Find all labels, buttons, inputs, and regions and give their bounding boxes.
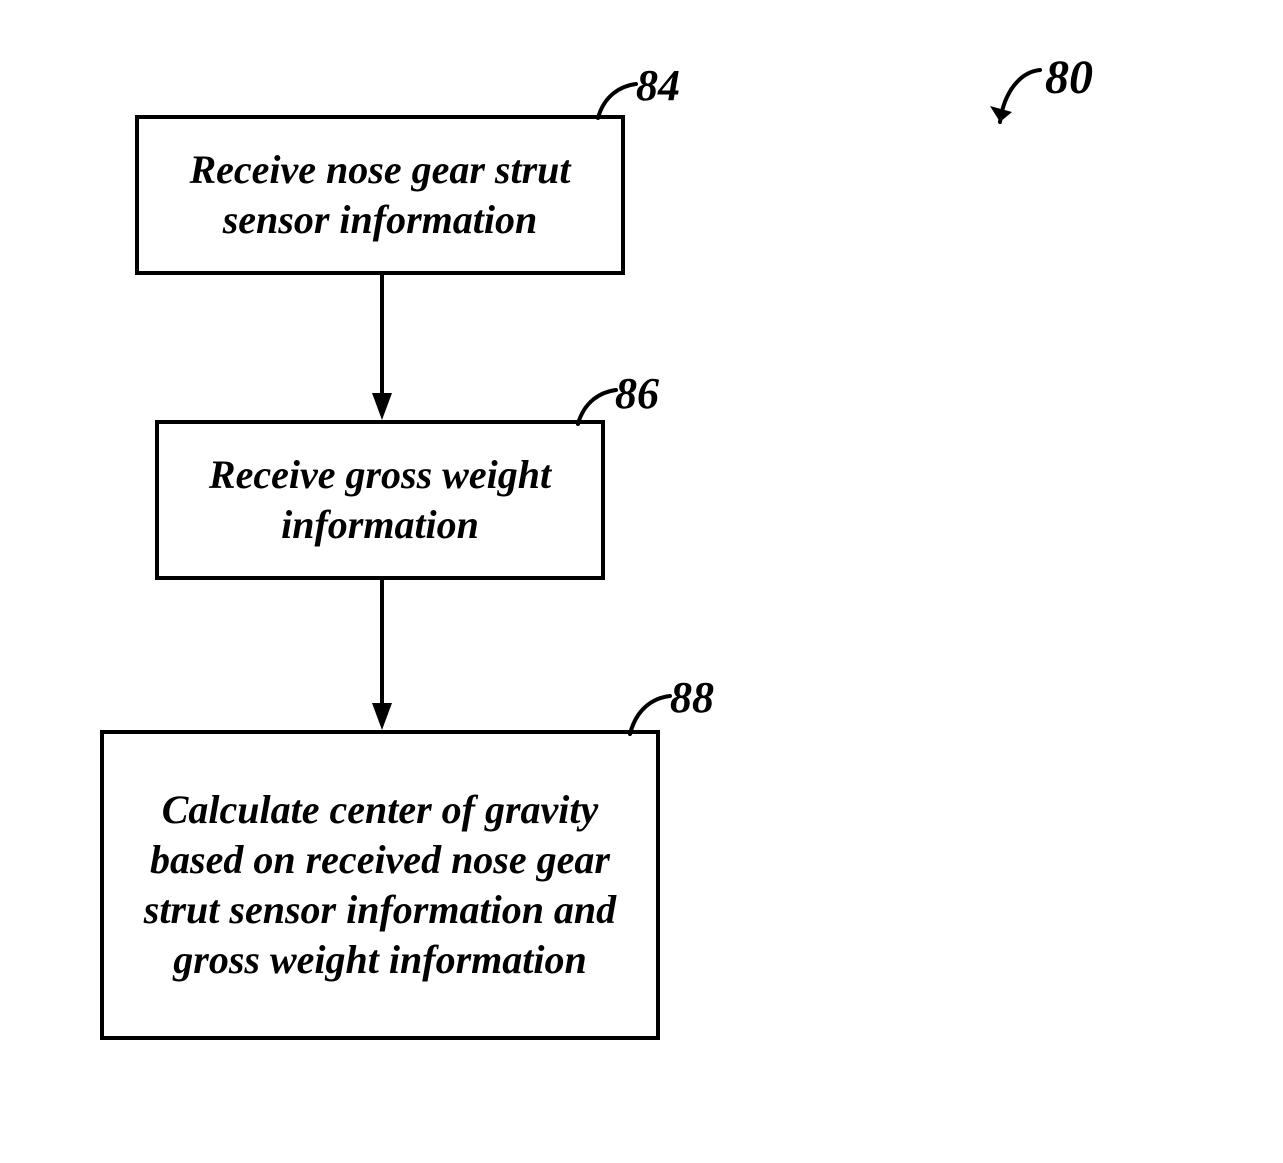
- flow-box-2-text: Receive gross weight information: [177, 450, 583, 550]
- flow-box-1-text: Receive nose gear strut sensor informati…: [157, 145, 603, 245]
- figure-ref-main: 80: [1045, 50, 1093, 105]
- flow-box-3-ref-hook: [620, 690, 680, 750]
- flow-box-3-text: Calculate center of gravity based on rec…: [122, 785, 638, 985]
- arrow-1-to-2: [372, 275, 392, 425]
- flow-box-1-ref-hook: [590, 78, 650, 138]
- figure-ref-main-hook: [990, 62, 1050, 152]
- flow-box-2-ref-hook: [570, 384, 630, 444]
- flow-box-calculate-cog: Calculate center of gravity based on rec…: [100, 730, 660, 1040]
- flow-box-receive-nose-gear: Receive nose gear strut sensor informati…: [135, 115, 625, 275]
- arrow-2-to-3: [372, 580, 392, 735]
- flow-box-receive-gross-weight: Receive gross weight information: [155, 420, 605, 580]
